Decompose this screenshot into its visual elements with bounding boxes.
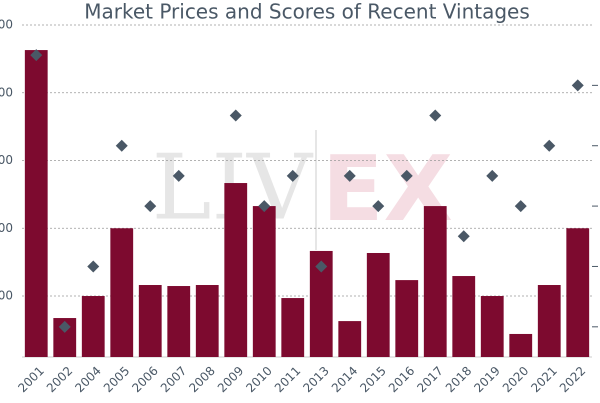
bar (509, 333, 533, 357)
bar (252, 206, 276, 357)
score-marker (457, 230, 470, 243)
x-tick-label: 2016 (386, 364, 417, 395)
bar (281, 298, 305, 357)
score-marker (343, 169, 356, 182)
score-marker (315, 260, 328, 273)
x-tick-label: 2004 (72, 364, 103, 395)
bar (480, 296, 504, 357)
bar (452, 276, 476, 357)
score-marker (87, 260, 100, 273)
bar (138, 285, 162, 357)
bar (537, 285, 561, 357)
x-tick-label: 2020 (500, 364, 531, 395)
bar (566, 228, 590, 357)
bar (423, 206, 447, 357)
score-marker (229, 109, 242, 122)
x-tick-label: 2006 (129, 364, 160, 395)
score-marker (172, 169, 185, 182)
x-tick-label: 2010 (243, 364, 274, 395)
score-marker (514, 200, 527, 213)
bar (309, 250, 333, 357)
y-tick-label: 4000 (0, 221, 13, 235)
score-marker (258, 200, 271, 213)
score-marker (400, 169, 413, 182)
x-tick-label: 2001 (15, 364, 46, 395)
x-tick-label: 2011 (272, 364, 303, 395)
x-tick-label: 2017 (414, 364, 445, 395)
bar (224, 183, 248, 357)
y-tick-label: 6000 (0, 153, 13, 167)
bar (24, 50, 48, 357)
y-tick-label: 8000 (0, 85, 13, 99)
x-tick-label: 2022 (557, 364, 588, 395)
x-tick-label: 2018 (443, 364, 474, 395)
bar (53, 318, 77, 357)
score-marker (144, 200, 157, 213)
score-marker (30, 49, 43, 62)
bar (338, 321, 362, 357)
score-marker (486, 169, 499, 182)
bar (395, 280, 419, 357)
y-tick-label: 2000 (0, 289, 13, 303)
x-tick-label: 2007 (158, 364, 189, 395)
x-tick-label: 2013 (300, 364, 331, 395)
score-marker (115, 139, 128, 152)
bar (110, 228, 134, 357)
x-tick-label: 2009 (215, 364, 246, 395)
bar (167, 286, 191, 357)
x-tick-label: 2014 (329, 364, 360, 395)
bar (195, 285, 219, 357)
score-marker (543, 139, 556, 152)
score-marker (429, 109, 442, 122)
score-marker (58, 320, 71, 333)
x-tick-label: 2019 (471, 364, 502, 395)
score-marker (286, 169, 299, 182)
bar (366, 252, 390, 357)
y-tick-label: 10000 (0, 18, 13, 32)
x-tick-label: 2021 (528, 364, 559, 395)
score-marker (571, 79, 584, 92)
chart-title: Market Prices and Scores of Recent Vinta… (84, 0, 530, 24)
x-tick-label: 2005 (101, 364, 132, 395)
bar (81, 296, 105, 357)
score-marker (372, 200, 385, 213)
x-tick-label: 2008 (186, 364, 217, 395)
x-tick-label: 2002 (44, 364, 75, 395)
x-tick-label: 2015 (357, 364, 388, 395)
